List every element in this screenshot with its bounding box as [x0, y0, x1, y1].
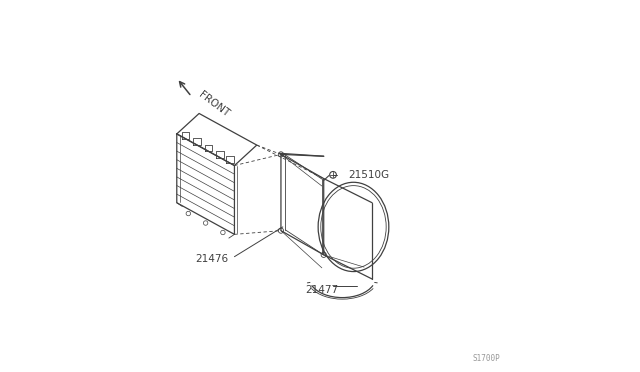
- Text: 21476: 21476: [195, 254, 228, 264]
- Text: 21477: 21477: [305, 285, 339, 295]
- Text: 21510G: 21510G: [348, 170, 389, 180]
- Text: S1700P: S1700P: [473, 354, 500, 363]
- Text: FRONT: FRONT: [197, 90, 232, 119]
